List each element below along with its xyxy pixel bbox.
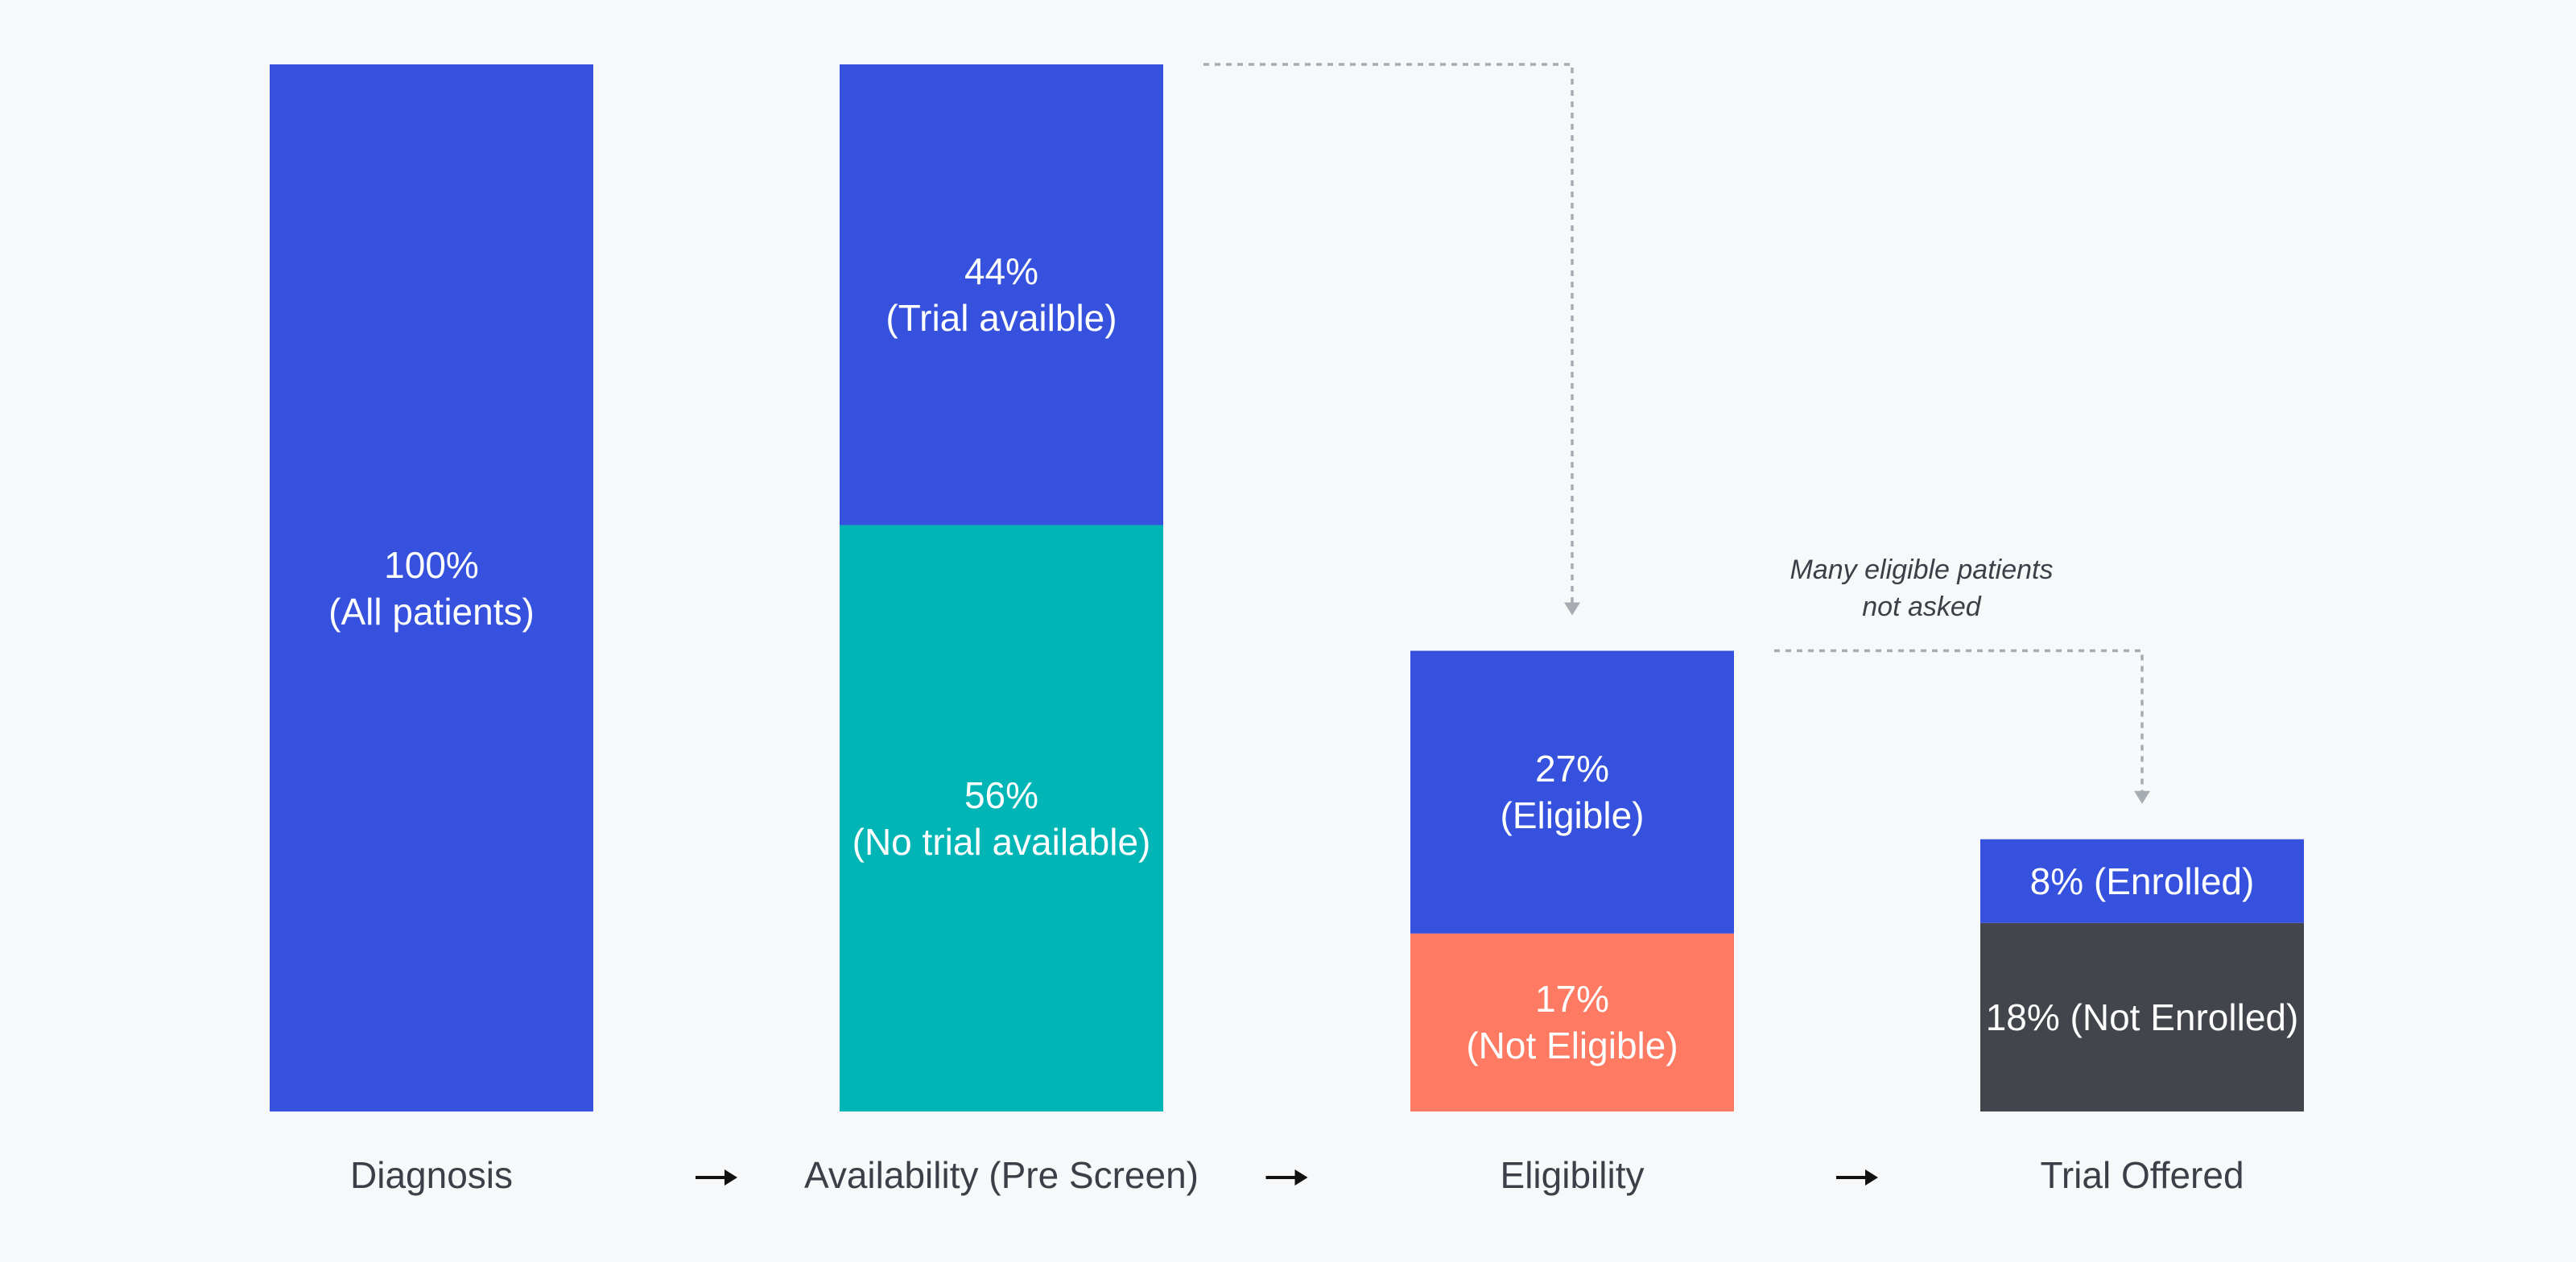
bar-segment-label: 44% (Trial availble)	[886, 248, 1117, 341]
dotted-connector-arrow	[1203, 63, 1580, 616]
category-label: Availability (Pre Screen)	[803, 1154, 1199, 1196]
right-arrow-icon	[1836, 1169, 1878, 1186]
bar-segment-trial-offered-1	[1980, 839, 2304, 923]
bar-segment-label-line: 8% (Enrolled)	[2029, 860, 2255, 902]
bar-segment-label: 18% (Not Enrolled)	[1986, 994, 2299, 1041]
annotation-note-line: not asked	[1862, 591, 1981, 622]
bar-segment-availability-pre-screen-0	[840, 525, 1163, 1111]
annotation-note-line: Many eligible patients	[1790, 554, 2054, 585]
bar-segment-label: 27% (Eligible)	[1501, 745, 1645, 839]
bar-segment-availability-pre-screen-1	[840, 64, 1163, 526]
bar-segment-label-line: (No trial available)	[852, 820, 1151, 863]
bar-segment-label-line: 18% (Not Enrolled)	[1985, 996, 2299, 1038]
bar-segment-label: 17% (Not Eligible)	[1466, 975, 1678, 1069]
bar-segment-trial-offered-0	[1980, 922, 2304, 1111]
right-arrow-icon	[1265, 1169, 1308, 1186]
dotted-connector-arrow	[1774, 649, 2150, 804]
category-label: Eligibility	[1500, 1154, 1645, 1196]
category-label: Trial Offered	[2040, 1154, 2244, 1196]
bar-segment-diagnosis-0	[270, 64, 593, 1111]
bar-segment-label-line: 100%	[384, 543, 479, 586]
bar-segment-label: 8% (Enrolled)	[2030, 858, 2255, 905]
bar-segment-eligibility-0	[1410, 933, 1734, 1111]
bar-segment-label-line: (Not Eligible)	[1466, 1025, 1678, 1067]
bar-segment-label-line: 17%	[1534, 978, 1610, 1021]
right-arrow-icon	[696, 1169, 737, 1186]
category-label: Diagnosis	[350, 1154, 513, 1196]
bar-segment-label: 100% (All patients)	[328, 542, 535, 635]
bar-segment-label-line: (Eligible)	[1500, 794, 1645, 837]
annotation-note: Many eligible patients not asked	[1790, 551, 2054, 625]
bar-segment-eligibility-1	[1410, 650, 1734, 934]
bar-segment-label-line: 44%	[964, 250, 1039, 293]
bar-segment-label-line: (Trial availble)	[886, 297, 1117, 340]
bar-segment-label-line: 27%	[1534, 748, 1610, 790]
bar-segment-label-line: 56%	[964, 773, 1039, 816]
bar-segment-label-line: (All patients)	[328, 590, 535, 633]
bar-segment-label: 56% (No trial available)	[852, 772, 1151, 865]
